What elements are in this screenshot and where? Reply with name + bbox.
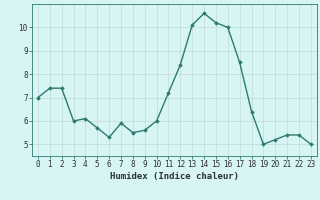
- X-axis label: Humidex (Indice chaleur): Humidex (Indice chaleur): [110, 172, 239, 181]
